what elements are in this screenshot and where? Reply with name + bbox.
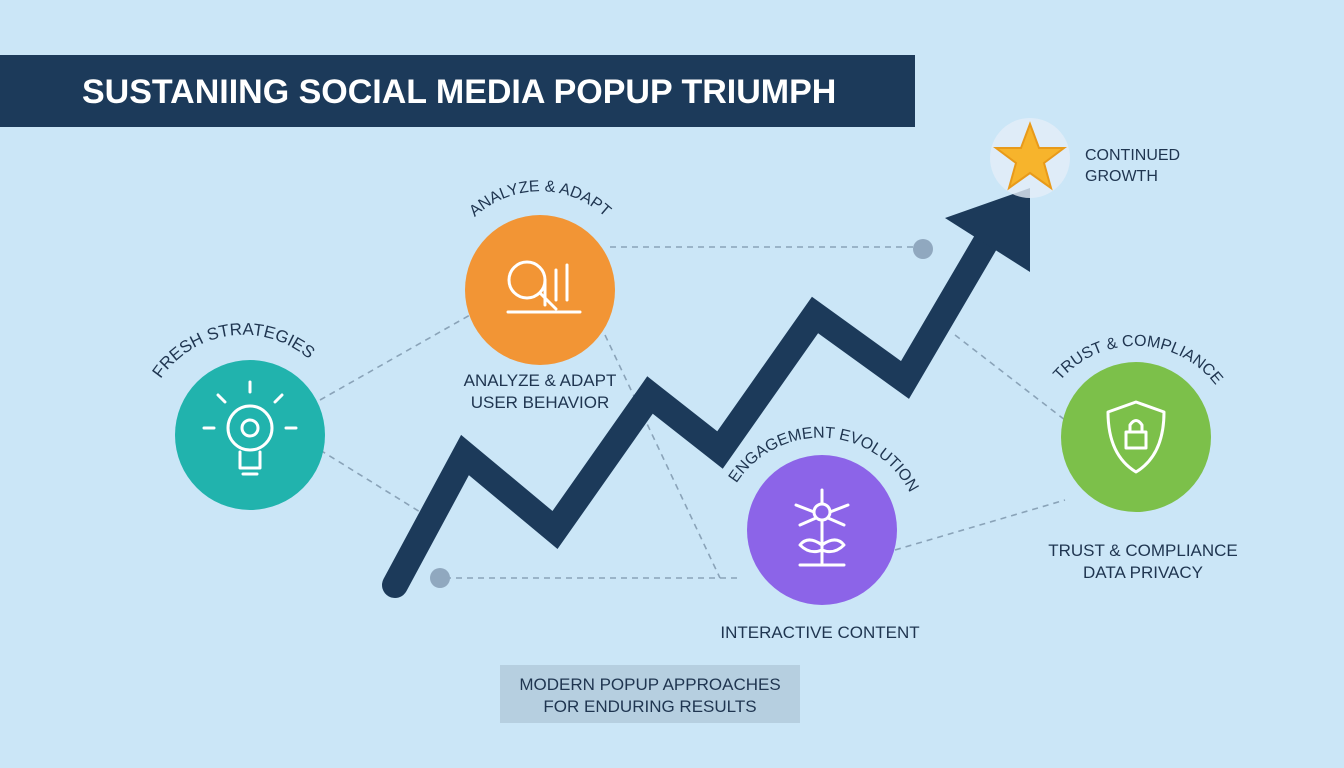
footer-text: FOR ENDURING RESULTS [543, 697, 756, 716]
footer-text: MODERN POPUP APPROACHES [519, 675, 780, 694]
node-description: USER BEHAVIOR [471, 393, 610, 412]
growth-arrow [382, 188, 1030, 598]
goal-label: GROWTH [1085, 168, 1158, 185]
node-description: TRUST & COMPLIANCE [1048, 541, 1238, 560]
footer: MODERN POPUP APPROACHES FOR ENDURING RES… [500, 665, 800, 723]
node-description: INTERACTIVE CONTENT [720, 623, 919, 642]
goal: CONTINUED GROWTH [990, 118, 1180, 198]
connectors [319, 239, 1066, 588]
goal-label: CONTINUED [1085, 147, 1180, 164]
node-description: ANALYZE & ADAPT [464, 371, 617, 390]
title-banner [0, 55, 915, 127]
title: SUSTANIING SOCIAL MEDIA POPUP TRIUMPH [82, 73, 836, 111]
node-description: DATA PRIVACY [1083, 563, 1203, 582]
